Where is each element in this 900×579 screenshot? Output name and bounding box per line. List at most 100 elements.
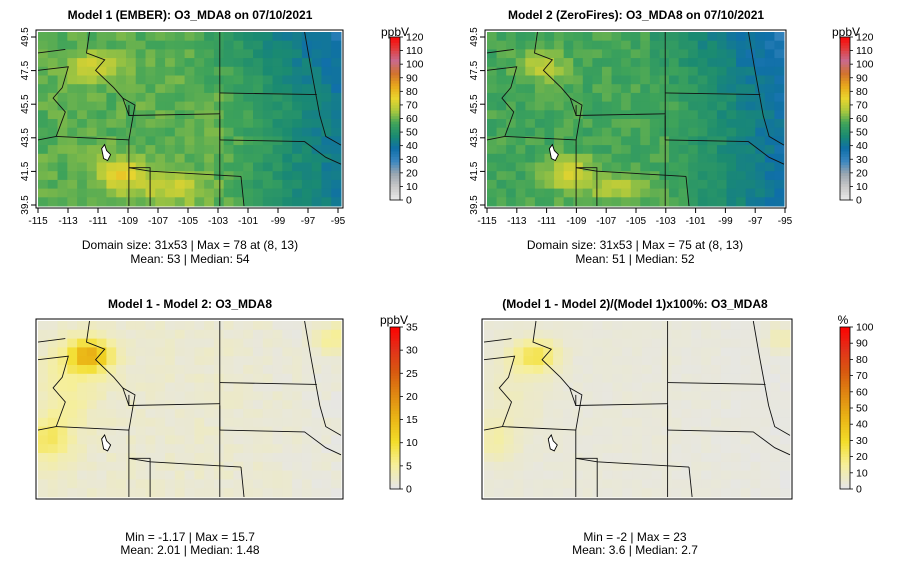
panel4-cell	[691, 479, 702, 489]
panel1-cell	[194, 162, 205, 172]
panel3-cell	[106, 329, 117, 340]
panel3-cell	[116, 470, 127, 480]
panel1-cell	[116, 110, 127, 120]
panel3-cell	[311, 400, 322, 410]
panel2-cell	[554, 92, 565, 103]
panel2-cell	[688, 119, 699, 129]
panel2-cell	[621, 49, 632, 59]
panel1-cell	[282, 145, 293, 155]
panel1-cell	[155, 32, 166, 42]
panel1-cell	[184, 92, 195, 103]
panel2-cell	[678, 136, 689, 146]
panel2-cell	[726, 101, 737, 111]
panel1-cell	[96, 49, 107, 59]
panel4-cell	[691, 435, 702, 445]
panel2-cell	[582, 153, 593, 163]
panel1-cell	[243, 66, 254, 76]
panel4-colorbar-label: 100	[856, 322, 874, 334]
panel3-stats-line2: Mean: 2.01 | Median: 1.48	[120, 543, 260, 557]
panel2-cell	[649, 171, 660, 181]
panel2-cell	[573, 66, 584, 76]
panel4-cell	[543, 400, 554, 410]
panel1-colorbar-band	[390, 140, 400, 144]
panel3-cell	[311, 321, 322, 331]
panel3-cell	[174, 356, 186, 366]
panel4-cell	[651, 391, 663, 401]
panel3-cell	[155, 470, 166, 480]
panel3-cell	[106, 453, 117, 463]
panel2-state-border	[747, 31, 785, 146]
panel1-cell	[321, 66, 332, 76]
panel4-cell	[513, 461, 524, 472]
panel2-cell	[774, 40, 785, 50]
panel3-cell	[96, 426, 107, 436]
panel4-cell	[612, 329, 623, 340]
panel4-state-border	[575, 457, 598, 497]
panel4-cell	[582, 382, 594, 392]
panel2-cell	[515, 84, 526, 94]
panel3-cell	[67, 409, 78, 419]
panel2-cell	[659, 92, 670, 103]
panel4-cell	[493, 435, 505, 445]
panel3-cell	[47, 391, 59, 401]
panel2-cell	[563, 179, 574, 190]
panel1-colorbar-band	[390, 72, 400, 76]
panel1-cell	[311, 84, 322, 94]
panel4-cell	[602, 321, 613, 331]
panel2-cell	[678, 84, 689, 94]
panel1-cell	[262, 58, 274, 68]
panel1-cell	[155, 119, 166, 129]
panel3-cell	[204, 461, 215, 472]
panel4-cell	[572, 365, 584, 375]
panel1-xtick-label: -107	[148, 216, 168, 227]
panel4-cell	[681, 488, 692, 498]
panel3-cell	[135, 347, 147, 357]
panel3-colorbar-band	[390, 416, 400, 420]
panel1-cell	[272, 127, 283, 137]
panel1-cell	[194, 127, 205, 137]
panel4-cell	[701, 373, 712, 384]
panel3-cell	[77, 321, 88, 331]
panel1-cell	[125, 66, 137, 76]
panel3-cell	[135, 417, 147, 428]
panel2-cell	[745, 197, 756, 207]
panel3-cell	[292, 453, 303, 463]
panel4-cell	[770, 391, 781, 401]
panel3-cell	[106, 435, 117, 445]
panel3-cell	[184, 338, 195, 348]
panel3-cell	[321, 347, 332, 357]
panel2-cell	[487, 171, 498, 181]
panel4-cell	[503, 426, 515, 436]
panel1-cell	[135, 49, 147, 59]
panel1-cell	[86, 188, 98, 198]
panel1-xtick-label: -105	[178, 216, 198, 227]
panel3-cell	[213, 426, 225, 436]
panel2-cell	[544, 162, 555, 172]
panel2-cell	[688, 145, 699, 155]
panel4-cell	[562, 373, 574, 384]
panel3-cell	[96, 444, 107, 454]
panel3-cell	[165, 338, 176, 348]
panel1-cell	[106, 49, 117, 59]
panel2-cell	[563, 119, 574, 129]
panel1-cell	[213, 49, 225, 59]
panel3-cell	[292, 356, 303, 366]
panel4-cell	[602, 382, 613, 392]
panel2-cell	[592, 75, 603, 85]
panel4-cell	[553, 382, 564, 392]
panel1-colorbar-band	[390, 183, 400, 187]
panel3-cell	[262, 365, 274, 375]
panel4-cell	[572, 435, 584, 445]
panel4-cell	[641, 444, 653, 454]
panel1-cell	[272, 58, 283, 68]
panel2-ytick-label: 49.5	[469, 27, 480, 47]
panel1-cell	[204, 179, 215, 190]
panel1: -115 -113 -111 -109 -107 -105 -103 -101 -99 -97 -9…	[20, 27, 424, 227]
panel4-cell	[622, 329, 633, 340]
panel3-cell	[116, 479, 127, 489]
panel2-cell	[525, 49, 536, 59]
panel2-cell	[525, 40, 536, 50]
panel4-cell	[720, 329, 732, 340]
panel2-cell	[669, 162, 680, 172]
panel4-cell	[780, 347, 791, 357]
